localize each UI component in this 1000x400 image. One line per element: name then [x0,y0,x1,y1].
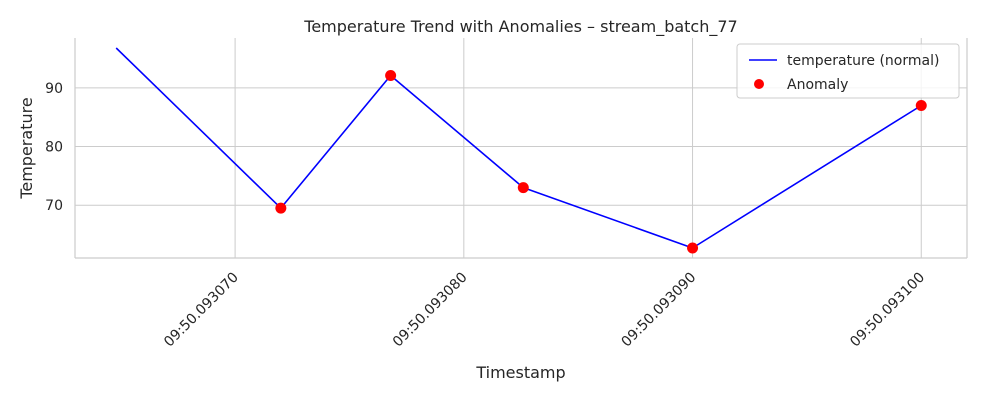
legend-swatch-anomaly [754,79,764,89]
anomaly-point [687,242,699,254]
anomaly-point [517,182,529,194]
y-tick-labels: 70 80 90 [45,81,63,214]
legend-label-anomaly: Anomaly [787,77,848,93]
y-tick-label: 90 [45,81,63,97]
x-tick-label: 09:50.093100 [847,270,928,351]
anomaly-point [275,202,287,214]
legend: temperature (normal) Anomaly [736,43,960,99]
y-tick-label: 70 [45,198,63,214]
y-tick-label: 80 [45,140,63,156]
chart-title: Temperature Trend with Anomalies – strea… [303,17,737,37]
x-tick-label: 09:50.093090 [619,270,700,351]
x-tick-labels: 09:50.093070 09:50.093080 09:50.093090 09:5… [161,270,928,351]
legend-label-normal: temperature (normal) [787,53,939,69]
x-tick-label: 09:50.093080 [390,270,471,351]
series-layer [115,47,927,254]
anomaly-point [385,70,397,82]
temperature-line [115,47,922,249]
x-axis-label: Timestamp [475,363,565,382]
axes-spines [74,38,968,259]
legend-box [736,43,960,99]
anomaly-point [915,99,927,111]
x-tick-label: 09:50.093070 [161,270,242,351]
y-axis-label: Temperature [17,97,36,199]
